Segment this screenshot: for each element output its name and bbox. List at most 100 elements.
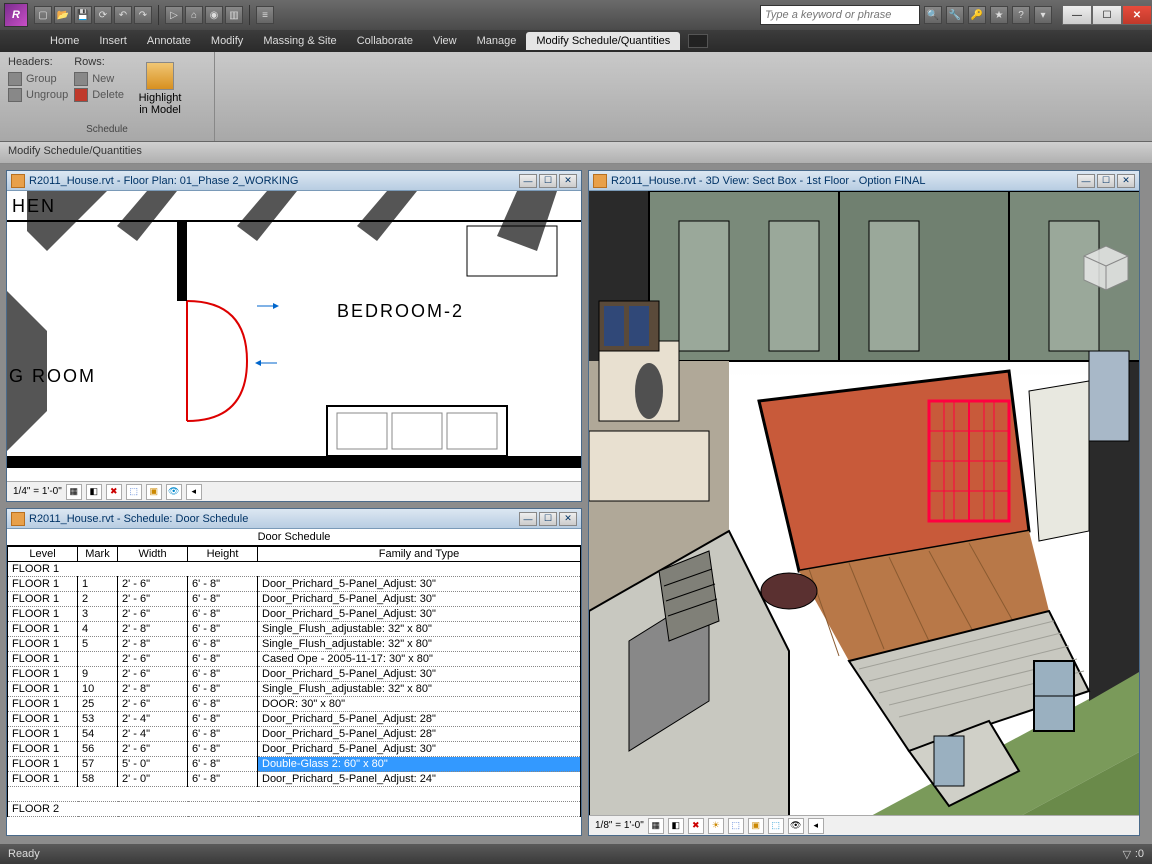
table-cell[interactable]: 2' - 6" xyxy=(118,592,188,607)
vt3d-reveal-icon[interactable]: ◂ xyxy=(808,818,824,834)
pane-minimize-button[interactable]: — xyxy=(519,174,537,188)
table-cell[interactable]: 5 xyxy=(78,637,118,652)
table-row[interactable]: FLOOR 142' - 8"6' - 8"Single_Flush_adjus… xyxy=(8,622,581,637)
close-button[interactable]: ✕ xyxy=(1122,5,1152,25)
menu-home[interactable]: Home xyxy=(40,32,89,50)
table-cell[interactable]: 1 xyxy=(78,577,118,592)
table-cell[interactable]: FLOOR 1 xyxy=(8,652,78,667)
table-cell[interactable]: 2' - 6" xyxy=(118,577,188,592)
table-cell[interactable]: 10 xyxy=(78,682,118,697)
table-cell[interactable]: 2' - 8" xyxy=(118,622,188,637)
table-cell[interactable]: 6' - 8" xyxy=(188,697,258,712)
table-cell[interactable]: 9 xyxy=(78,667,118,682)
view3d-titlebar[interactable]: R2011_House.rvt - 3D View: Sect Box - 1s… xyxy=(589,171,1139,191)
floorplan-scale[interactable]: 1/4" = 1'-0" xyxy=(13,486,62,497)
qat-open-icon[interactable]: 📂 xyxy=(54,6,72,24)
pane-minimize-button[interactable]: — xyxy=(1077,174,1095,188)
table-cell[interactable]: 2' - 4" xyxy=(118,727,188,742)
pane-close-button[interactable]: ✕ xyxy=(559,174,577,188)
binoculars-icon[interactable]: 🔍 xyxy=(924,6,942,24)
col-mark[interactable]: Mark xyxy=(78,547,118,562)
table-row[interactable]: FLOOR 192' - 6"6' - 8"Door_Prichard_5-Pa… xyxy=(8,667,581,682)
table-cell[interactable]: 6' - 8" xyxy=(188,667,258,682)
vt3d-detail-icon[interactable]: ◧ xyxy=(668,818,684,834)
help-icon[interactable]: ? xyxy=(1012,6,1030,24)
qat-nav-icon[interactable]: ◉ xyxy=(205,6,223,24)
table-cell[interactable]: 3 xyxy=(78,607,118,622)
table-cell[interactable]: 2 xyxy=(78,592,118,607)
app-logo[interactable]: R xyxy=(4,3,28,27)
qat-pointer-icon[interactable]: ▷ xyxy=(165,6,183,24)
schedule-table[interactable]: Level Mark Width Height Family and Type … xyxy=(7,546,581,817)
group-row[interactable]: FLOOR 2 xyxy=(8,802,581,817)
table-cell[interactable]: Door_Prichard_5-Panel_Adjust: 30" xyxy=(258,592,581,607)
menu-annotate[interactable]: Annotate xyxy=(137,32,201,50)
table-row[interactable]: FLOOR 1582' - 0"6' - 8"Door_Prichard_5-P… xyxy=(8,772,581,787)
maximize-button[interactable]: ☐ xyxy=(1092,5,1122,25)
table-cell[interactable]: 4 xyxy=(78,622,118,637)
vt3d-scale-icon[interactable]: ▦ xyxy=(648,818,664,834)
schedule-body[interactable]: Door Schedule Level Mark Width Height Fa… xyxy=(7,529,581,835)
vt3d-sun-icon[interactable]: ☀ xyxy=(708,818,724,834)
table-row[interactable]: FLOOR 152' - 8"6' - 8"Single_Flush_adjus… xyxy=(8,637,581,652)
table-cell[interactable]: FLOOR 1 xyxy=(8,772,78,787)
menu-collaborate[interactable]: Collaborate xyxy=(347,32,423,50)
table-cell[interactable]: 56 xyxy=(78,742,118,757)
pane-maximize-button[interactable]: ☐ xyxy=(539,512,557,526)
highlight-in-model-button[interactable]: Highlight in Model xyxy=(130,56,190,122)
view3d-scale[interactable]: 1/8" = 1'-0" xyxy=(595,820,644,831)
table-cell[interactable]: FLOOR 1 xyxy=(8,592,78,607)
table-cell[interactable]: 2' - 6" xyxy=(118,652,188,667)
table-cell[interactable]: 2' - 0" xyxy=(118,772,188,787)
table-row[interactable]: FLOOR 122' - 6"6' - 8"Door_Prichard_5-Pa… xyxy=(8,592,581,607)
table-row[interactable]: FLOOR 12' - 6"6' - 8"Cased Ope - 2005-11… xyxy=(8,652,581,667)
search-input[interactable] xyxy=(760,5,920,25)
pane-maximize-button[interactable]: ☐ xyxy=(1097,174,1115,188)
table-cell[interactable]: 2' - 4" xyxy=(118,712,188,727)
table-cell[interactable] xyxy=(78,652,118,667)
menu-massing[interactable]: Massing & Site xyxy=(253,32,346,50)
table-cell[interactable]: 6' - 8" xyxy=(188,637,258,652)
table-cell[interactable]: 54 xyxy=(78,727,118,742)
table-cell[interactable]: FLOOR 1 xyxy=(8,577,78,592)
table-cell[interactable]: 6' - 8" xyxy=(188,727,258,742)
vt-hide-icon[interactable]: 👁 xyxy=(166,484,182,500)
menu-manage[interactable]: Manage xyxy=(467,32,527,50)
table-cell[interactable]: FLOOR 1 xyxy=(8,727,78,742)
pane-close-button[interactable]: ✕ xyxy=(559,512,577,526)
table-cell[interactable]: FLOOR 1 xyxy=(8,742,78,757)
ungroup-button[interactable]: Ungroup xyxy=(8,88,68,102)
vt3d-style-icon[interactable]: ✖ xyxy=(688,818,704,834)
table-cell[interactable]: 5' - 0" xyxy=(118,757,188,772)
group-row[interactable]: FLOOR 1 xyxy=(8,562,581,577)
table-row[interactable]: FLOOR 1532' - 4"6' - 8"Door_Prichard_5-P… xyxy=(8,712,581,727)
vt3d-crop-icon[interactable]: ⬚ xyxy=(768,818,784,834)
schedule-titlebar[interactable]: R2011_House.rvt - Schedule: Door Schedul… xyxy=(7,509,581,529)
table-cell[interactable]: FLOOR 1 xyxy=(8,682,78,697)
table-cell[interactable]: Double-Glass 2: 60" x 80" xyxy=(258,757,581,772)
table-row[interactable]: FLOOR 1102' - 8"6' - 8"Single_Flush_adju… xyxy=(8,682,581,697)
vt-style-icon[interactable]: ✖ xyxy=(106,484,122,500)
table-cell[interactable]: 6' - 8" xyxy=(188,622,258,637)
menu-view[interactable]: View xyxy=(423,32,467,50)
table-cell[interactable]: FLOOR 1 xyxy=(8,607,78,622)
qat-undo-icon[interactable]: ↶ xyxy=(114,6,132,24)
table-cell[interactable]: Door_Prichard_5-Panel_Adjust: 30" xyxy=(258,607,581,622)
table-cell[interactable]: 2' - 6" xyxy=(118,607,188,622)
qat-redo-icon[interactable]: ↷ xyxy=(134,6,152,24)
table-cell[interactable]: Single_Flush_adjustable: 32" x 80" xyxy=(258,622,581,637)
table-cell[interactable]: FLOOR 1 xyxy=(8,667,78,682)
pane-minimize-button[interactable]: — xyxy=(519,512,537,526)
table-cell[interactable]: 53 xyxy=(78,712,118,727)
menu-overflow-icon[interactable] xyxy=(688,34,708,48)
table-row[interactable]: FLOOR 1575' - 0"6' - 8"Double-Glass 2: 6… xyxy=(8,757,581,772)
key-icon[interactable]: 🔑 xyxy=(968,6,986,24)
vt3d-render-icon[interactable]: ▣ xyxy=(748,818,764,834)
vt3d-shadow-icon[interactable]: ⬚ xyxy=(728,818,744,834)
table-row[interactable]: FLOOR 132' - 6"6' - 8"Door_Prichard_5-Pa… xyxy=(8,607,581,622)
table-cell[interactable]: FLOOR 1 xyxy=(8,757,78,772)
vt-detail-icon[interactable]: ◧ xyxy=(86,484,102,500)
vt-scale-icon[interactable]: ▦ xyxy=(66,484,82,500)
qat-section-icon[interactable]: ▥ xyxy=(225,6,243,24)
table-cell[interactable]: 2' - 6" xyxy=(118,697,188,712)
